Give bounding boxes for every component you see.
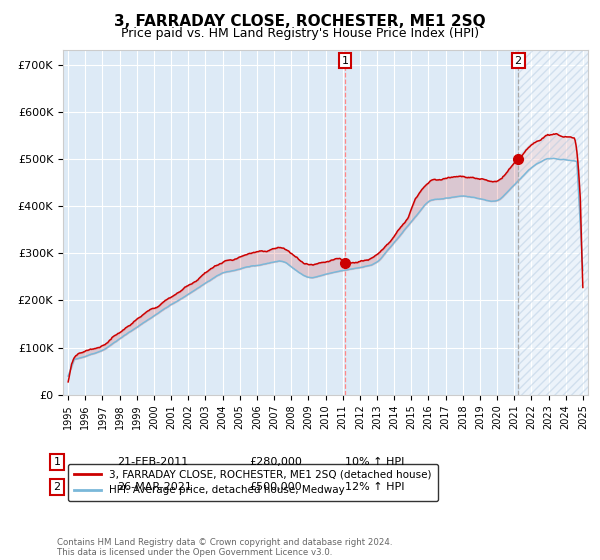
Legend: 3, FARRADAY CLOSE, ROCHESTER, ME1 2SQ (detached house), HPI: Average price, deta: 3, FARRADAY CLOSE, ROCHESTER, ME1 2SQ (d… <box>68 464 437 501</box>
Text: 21-FEB-2011: 21-FEB-2011 <box>117 457 188 467</box>
Text: 26-MAR-2021: 26-MAR-2021 <box>117 482 192 492</box>
Text: 2: 2 <box>53 482 61 492</box>
Bar <box>518 50 592 395</box>
Text: 2: 2 <box>515 55 522 66</box>
Text: Contains HM Land Registry data © Crown copyright and database right 2024.
This d: Contains HM Land Registry data © Crown c… <box>57 538 392 557</box>
Text: 3, FARRADAY CLOSE, ROCHESTER, ME1 2SQ: 3, FARRADAY CLOSE, ROCHESTER, ME1 2SQ <box>114 14 486 29</box>
Text: 1: 1 <box>341 55 349 66</box>
Text: £280,000: £280,000 <box>249 457 302 467</box>
Text: 1: 1 <box>53 457 61 467</box>
Text: 10% ↑ HPI: 10% ↑ HPI <box>345 457 404 467</box>
Text: Price paid vs. HM Land Registry's House Price Index (HPI): Price paid vs. HM Land Registry's House … <box>121 27 479 40</box>
Text: 12% ↑ HPI: 12% ↑ HPI <box>345 482 404 492</box>
Text: £500,000: £500,000 <box>249 482 302 492</box>
